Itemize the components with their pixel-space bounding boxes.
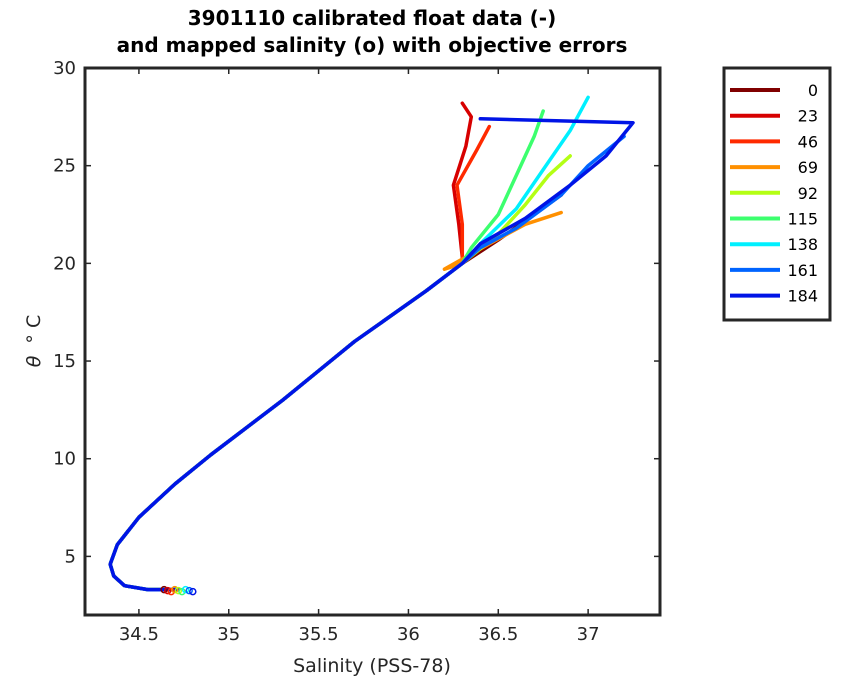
x-axis: 34.5 35 35.5 36 36.5 37 xyxy=(119,68,600,645)
mapped-marker-184 xyxy=(189,587,197,596)
x-tick-label: 34.5 xyxy=(119,624,159,645)
legend-label-92: 92 xyxy=(798,184,818,203)
legend-label-161: 161 xyxy=(787,261,818,280)
plot-frame xyxy=(83,66,662,617)
y-tick-label: 30 xyxy=(53,58,76,79)
y-tick-label: 25 xyxy=(53,156,76,177)
series-layer xyxy=(108,95,635,592)
x-tick-label: 37 xyxy=(577,624,600,645)
mapped-marker-69 xyxy=(171,585,179,594)
mapped-marker-23 xyxy=(163,586,172,595)
legend: 0 23 46 69 92 115 138 161 184 xyxy=(722,66,832,322)
mapped-marker-161 xyxy=(185,586,193,595)
legend-label-0: 0 xyxy=(808,81,818,100)
y-tick-label: 20 xyxy=(53,253,76,274)
x-tick-label: 36.5 xyxy=(478,624,518,645)
plot-area xyxy=(85,68,660,615)
x-tick-label: 36 xyxy=(397,624,420,645)
y-axis-label: θ ° C xyxy=(23,315,45,367)
legend-label-184: 184 xyxy=(787,287,818,306)
svg-text:θ ° C: θ ° C xyxy=(23,315,45,367)
x-tick-label: 35 xyxy=(217,624,240,645)
y-axis-label-symbol: θ xyxy=(23,355,45,367)
legend-label-138: 138 xyxy=(787,235,818,254)
legend-label-23: 23 xyxy=(798,107,818,126)
x-axis-label: Salinity (PSS-78) xyxy=(293,655,451,677)
mapped-marker-138 xyxy=(181,585,190,594)
legend-label-115: 115 xyxy=(787,210,818,229)
chart-title-line-2: and mapped salinity (o) with objective e… xyxy=(117,33,628,57)
y-tick-label: 10 xyxy=(53,449,76,470)
y-tick-label: 5 xyxy=(65,546,76,567)
mapped-marker-92 xyxy=(174,586,183,595)
y-axis-label-unit: ° C xyxy=(23,315,45,344)
legend-label-69: 69 xyxy=(798,158,818,177)
y-tick-label: 15 xyxy=(53,351,76,372)
chart-title-line-1: 3901110 calibrated float data (-) xyxy=(188,6,557,30)
y-axis: 5 10 15 20 25 30 xyxy=(53,58,660,567)
mapped-salinity-markers xyxy=(160,585,197,596)
mapped-marker-0 xyxy=(160,585,168,594)
x-tick-label: 35.5 xyxy=(299,624,339,645)
legend-label-46: 46 xyxy=(798,132,818,151)
series-line-184 xyxy=(108,117,635,592)
